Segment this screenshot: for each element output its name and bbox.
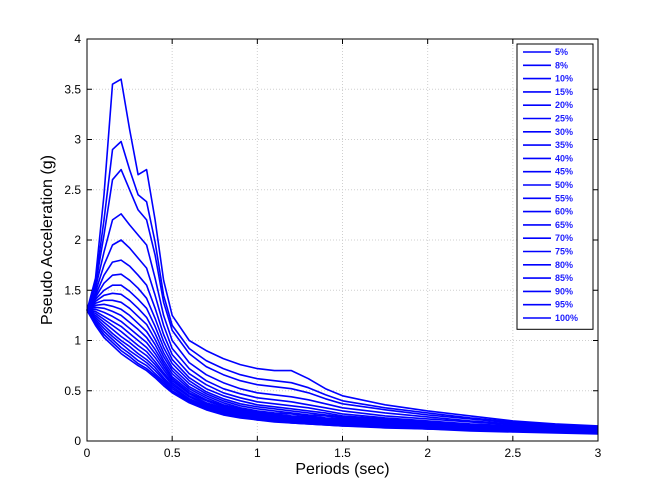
legend-entry: 45% [555, 167, 573, 177]
series-line-40pct [86, 292, 599, 432]
y-tick-label: 3 [74, 133, 81, 147]
y-tick-label: 0 [74, 434, 81, 448]
legend-entry: 100% [555, 313, 578, 323]
legend-entry: 40% [555, 153, 573, 163]
grid-lines [87, 39, 598, 441]
x-tick-label: 0 [84, 446, 91, 460]
series-line-50pct [86, 303, 599, 432]
legend-entry: 95% [555, 300, 573, 310]
legend-entry: 15% [555, 87, 573, 97]
x-tick-label: 2.5 [504, 446, 521, 460]
legend-entry: 50% [555, 180, 573, 190]
legend-entry: 30% [555, 127, 573, 137]
legend-entry: 35% [555, 140, 573, 150]
y-tick-label: 2.5 [64, 183, 81, 197]
legend-entry: 75% [555, 247, 573, 257]
y-axis-label: Pseudo Acceleration (g) [39, 155, 56, 325]
y-tick-label: 0.5 [64, 384, 81, 398]
legend-entry: 25% [555, 114, 573, 124]
x-tick-label: 1 [254, 446, 261, 460]
x-tick-label: 3 [595, 446, 602, 460]
axis-ticks: 0 0.5 1 1.5 2 2.5 3 0 0.5 1 1.5 2 2.5 3 3.5 4 [64, 32, 601, 460]
legend-entry: 8% [555, 60, 568, 70]
legend-entry: 55% [555, 193, 573, 203]
series-line-75pct [86, 309, 599, 434]
y-tick-label: 4 [74, 32, 81, 46]
x-tick-label: 2 [424, 446, 431, 460]
series-line-25pct [86, 259, 599, 431]
series-line-8pct [86, 140, 599, 428]
y-tick-label: 1.5 [64, 283, 81, 297]
series-line-15pct [86, 213, 599, 430]
legend: 5% 8% 10% 15% 20% 25% 30% 35% 40% 45% 50% 55% 60% 65%… [516, 43, 594, 330]
series-line-5pct [86, 78, 599, 427]
legend-entry: 80% [555, 260, 573, 270]
y-tick-label: 3.5 [64, 82, 81, 96]
legend-entry: 10% [555, 74, 573, 84]
legend-entry: 90% [555, 286, 573, 296]
x-tick-label: 1.5 [334, 446, 351, 460]
legend-entry: 70% [555, 233, 573, 243]
series-line-30pct [86, 273, 599, 431]
legend-entry: 85% [555, 273, 573, 283]
x-tick-label: 0.5 [164, 446, 181, 460]
legend-entry: 65% [555, 220, 573, 230]
y-tick-label: 2 [74, 233, 81, 247]
x-axis-label: Periods (sec) [295, 461, 389, 478]
legend-entry: 60% [555, 207, 573, 217]
series-line-10pct [86, 168, 599, 429]
legend-entry: 20% [555, 100, 573, 110]
series-line-20pct [86, 239, 599, 430]
series-line-65pct [86, 309, 599, 433]
y-tick-label: 1 [74, 334, 81, 348]
series-lines [86, 78, 599, 435]
legend-entry: 5% [555, 47, 568, 57]
series-line-35pct [86, 284, 599, 432]
